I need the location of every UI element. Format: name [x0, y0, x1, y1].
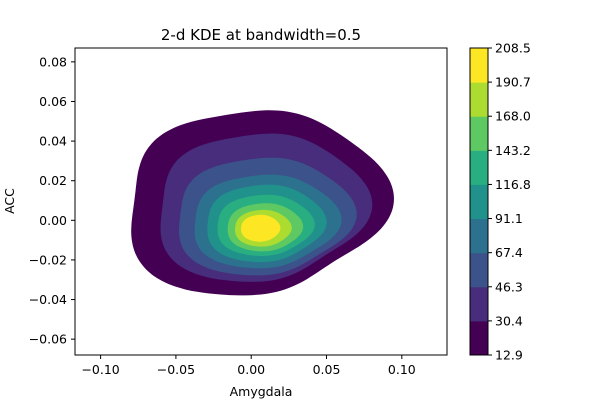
x-tick-label: 0.05 — [313, 362, 341, 377]
colorbar-segment — [470, 320, 488, 356]
colorbar-segment — [470, 218, 488, 254]
x-tick-label: 0.10 — [388, 362, 416, 377]
colorbar-frame — [469, 47, 489, 356]
y-tick-label: 0.02 — [39, 173, 67, 188]
contour-band-9 — [241, 214, 281, 242]
colorbar-tick-label: 46.3 — [495, 279, 523, 294]
colorbar-tick-label: 116.8 — [495, 177, 531, 192]
y-tick-label: 0.08 — [39, 54, 67, 69]
colorbar-segment — [470, 150, 488, 185]
colorbar-tick-label: 67.4 — [495, 245, 523, 260]
plot-frame — [74, 47, 448, 356]
colorbar-tick-label: 190.7 — [495, 75, 531, 90]
x-tick-label: −0.10 — [81, 362, 119, 377]
chart-title: 2-d KDE at bandwidth=0.5 — [161, 26, 361, 44]
x-axis: −0.10 −0.05 0.00 0.05 0.10 — [81, 355, 416, 377]
colorbar-tick-label: 12.9 — [495, 348, 523, 363]
colorbar-segment — [470, 116, 488, 151]
x-tick-label: −0.05 — [157, 362, 195, 377]
y-axis: −0.06 −0.04 −0.02 0.00 0.02 0.04 0.06 0.08 — [29, 54, 75, 347]
colorbar-tick-label: 91.1 — [495, 211, 523, 226]
colorbar-tick-label: 168.0 — [495, 109, 531, 124]
colorbar-tick-label: 208.5 — [495, 41, 531, 56]
y-tick-label: −0.02 — [29, 252, 67, 267]
y-tick-label: 0.04 — [39, 134, 67, 149]
y-axis-label: ACC — [2, 188, 17, 214]
colorbar: 12.9 30.4 46.3 67.4 91.1 116.8 143.2 168.0 190.7… — [469, 41, 531, 363]
colorbar-tick-label: 30.4 — [495, 313, 523, 328]
y-tick-label: −0.06 — [29, 332, 67, 347]
y-tick-label: −0.04 — [29, 292, 67, 307]
y-tick-label: 0.06 — [39, 94, 67, 109]
colorbar-segment — [470, 48, 488, 83]
y-tick-label: 0.00 — [39, 213, 67, 228]
colorbar-segment — [470, 252, 488, 288]
x-axis-label: Amygdala — [230, 384, 293, 399]
colorbar-tick-label: 143.2 — [495, 143, 531, 158]
colorbar-segment — [470, 286, 488, 322]
colorbar-segment — [470, 82, 488, 117]
colorbar-segment — [470, 184, 488, 220]
contour-bands — [131, 110, 394, 296]
x-tick-label: 0.00 — [237, 362, 265, 377]
